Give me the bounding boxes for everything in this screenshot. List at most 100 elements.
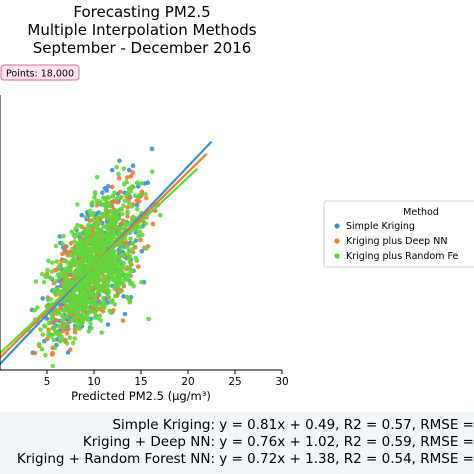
scatter-point (114, 164, 119, 170)
x-tick-label: 10 (87, 376, 100, 388)
scatter-point (134, 202, 140, 208)
scatter-point (103, 234, 108, 240)
scatter-point (143, 246, 149, 251)
scatter-point (119, 252, 124, 257)
scatter-point (112, 190, 117, 196)
scatter-point (112, 286, 117, 291)
scatter-point (60, 318, 65, 324)
scatter-point (61, 258, 67, 264)
scatter-point (63, 244, 68, 250)
scatter-points (27, 146, 163, 369)
scatter-point (75, 243, 81, 249)
scatter-point (49, 311, 54, 317)
scatter-point (83, 214, 88, 220)
scatter-point (118, 225, 123, 231)
scatter-point (62, 282, 67, 288)
scatter-point (70, 246, 75, 252)
scatter-point (106, 183, 111, 189)
scatter-point (54, 259, 59, 264)
scatter-point (100, 295, 106, 301)
scatter-point (124, 179, 129, 185)
scatter-point (80, 316, 86, 322)
scatter-point (103, 204, 109, 210)
scatter-point (73, 226, 78, 231)
scatter-point (139, 181, 144, 186)
scatter-point (124, 264, 130, 270)
scatter-point (68, 267, 73, 272)
scatter-point (158, 213, 163, 218)
scatter-point (91, 237, 97, 242)
scatter-point (139, 280, 144, 285)
scatter-point (75, 294, 80, 300)
scatter-point (65, 313, 70, 319)
scatter-point (103, 258, 108, 263)
scatter-point (59, 313, 65, 318)
scatter-point (50, 316, 55, 321)
scatter-point (90, 227, 95, 232)
scatter-point (56, 275, 62, 280)
scatter-point (72, 288, 77, 293)
legend-box (323, 200, 474, 268)
scatter-point (78, 246, 84, 251)
scatter-point (143, 221, 148, 226)
legend: Method Simple Kriging Kriging plus Deep N… (323, 200, 474, 268)
scatter-point (113, 274, 119, 280)
scatter-point (130, 246, 136, 252)
scatter-point (90, 257, 96, 262)
scatter-point (137, 229, 143, 235)
scatter-point (133, 193, 138, 199)
scatter-point (137, 199, 142, 204)
scatter-point (101, 245, 106, 250)
scatter-point (119, 194, 124, 200)
scatter-point (122, 219, 128, 225)
scatter-point (109, 167, 115, 173)
scatter-point (118, 189, 123, 195)
chart-title-line: September - December 2016 (33, 39, 252, 57)
scatter-point (61, 233, 66, 239)
scatter-point (107, 234, 112, 239)
scatter-point (64, 322, 69, 327)
scatter-point (130, 170, 136, 175)
scatter-point (125, 205, 130, 210)
fit-stats-line: Simple Kriging: y = 0.81x + 0.49, R2 = 0… (112, 417, 474, 433)
scatter-point (56, 333, 62, 339)
x-tick-label: 25 (228, 376, 241, 388)
scatter-point (62, 299, 67, 305)
scatter-point (121, 166, 127, 171)
scatter-point (114, 268, 120, 274)
scatter-point (122, 276, 128, 281)
scatter-point (133, 238, 139, 243)
scatter-point (60, 269, 65, 275)
scatter-point (136, 233, 141, 239)
scatter-point (150, 169, 155, 174)
scatter-point (36, 342, 42, 347)
scatter-point (60, 241, 65, 247)
chart-title-line: Forecasting PM2.5 (73, 3, 210, 21)
scatter-point (130, 240, 136, 246)
scatter-point (91, 303, 96, 308)
scatter-point (106, 278, 111, 284)
scatter-point (106, 195, 111, 200)
scatter-point (80, 260, 86, 265)
scatter-point (120, 263, 125, 268)
scatter-point (68, 300, 74, 306)
scatter-point (72, 301, 77, 307)
scatter-point (66, 270, 71, 276)
legend-label: Kriging plus Random Fe (346, 251, 458, 262)
scatter-point (106, 223, 112, 228)
scatter-point (96, 278, 101, 284)
scatter-point (118, 258, 123, 264)
scatter-point (90, 217, 95, 223)
scatter-point (32, 307, 38, 313)
legend-title: Method (403, 207, 439, 218)
scatter-point (41, 280, 47, 285)
scatter-point (104, 188, 110, 193)
scatter-point (89, 325, 94, 331)
scatter-point (43, 353, 48, 358)
scatter-point (99, 330, 104, 335)
scatter-point (138, 237, 143, 243)
scatter-point (85, 285, 91, 291)
scatter-point (117, 158, 122, 164)
scatter-point (106, 254, 112, 259)
scatter-point (109, 275, 115, 281)
